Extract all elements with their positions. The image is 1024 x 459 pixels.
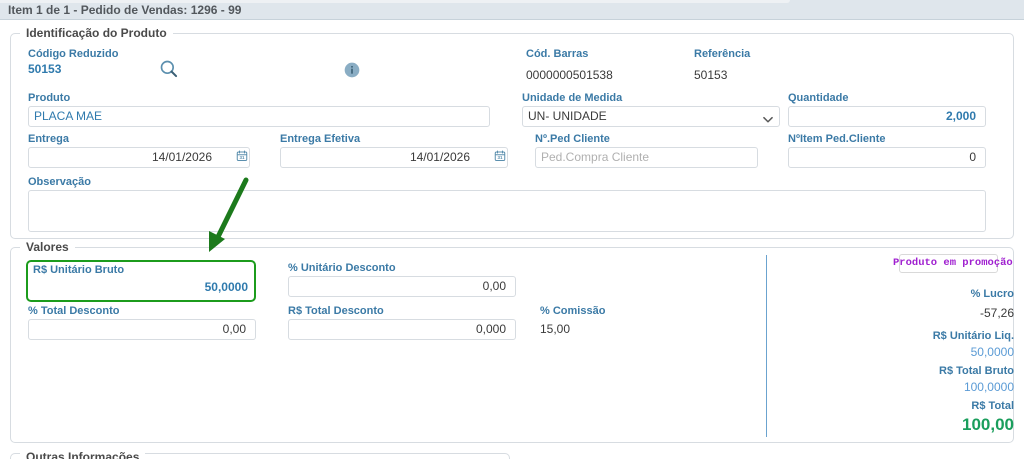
svg-text:31: 31 [239,155,245,160]
svg-text:31: 31 [497,155,503,160]
